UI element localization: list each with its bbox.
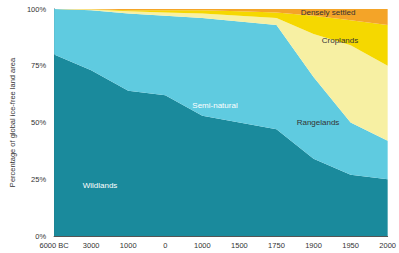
svg-text:2000: 2000 <box>379 241 396 250</box>
svg-text:Percentage of global ice-free: Percentage of global ice-free land area <box>8 57 17 187</box>
svg-text:50%: 50% <box>31 118 46 127</box>
svg-text:Rangelands: Rangelands <box>297 118 340 127</box>
svg-text:1000: 1000 <box>120 241 137 250</box>
svg-text:75%: 75% <box>31 61 46 70</box>
svg-text:1750: 1750 <box>268 241 285 250</box>
svg-text:0: 0 <box>163 241 167 250</box>
svg-text:1950: 1950 <box>342 241 359 250</box>
svg-text:0%: 0% <box>35 232 46 241</box>
svg-text:Croplands: Croplands <box>322 36 358 45</box>
svg-text:100%: 100% <box>27 5 47 14</box>
svg-text:1900: 1900 <box>305 241 322 250</box>
svg-text:3000: 3000 <box>83 241 100 250</box>
svg-text:6000 BC: 6000 BC <box>39 241 69 250</box>
svg-text:Densely settled: Densely settled <box>301 8 356 17</box>
svg-text:1500: 1500 <box>231 241 248 250</box>
svg-text:25%: 25% <box>31 175 46 184</box>
svg-text:1000: 1000 <box>194 241 211 250</box>
svg-text:Wildlands: Wildlands <box>83 181 118 190</box>
svg-text:Semi-natural: Semi-natural <box>192 101 238 110</box>
